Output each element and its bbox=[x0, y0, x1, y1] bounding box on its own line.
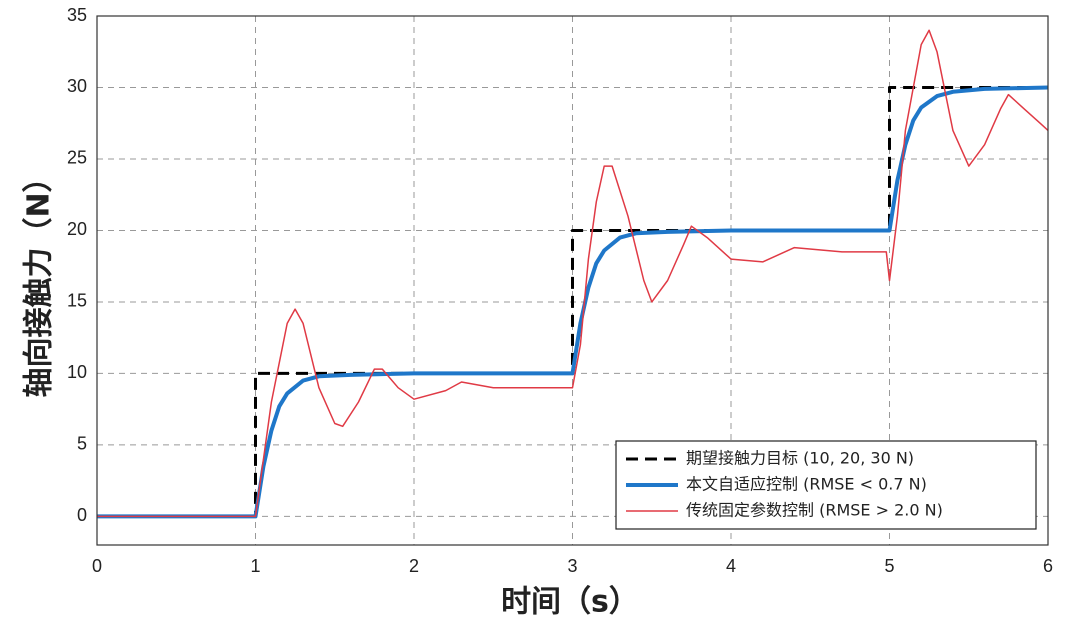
plot-frame bbox=[96, 15, 1049, 546]
y-tick-label: 10 bbox=[67, 362, 87, 382]
x-tick-label: 5 bbox=[884, 556, 894, 576]
series-line bbox=[97, 86, 1048, 518]
x-tick-label: 6 bbox=[1043, 556, 1053, 576]
legend-label: 传统固定参数控制 (RMSE > 2.0 N) bbox=[686, 501, 943, 520]
y-axis-label: 轴向接触力（N） bbox=[22, 162, 57, 397]
y-tick-label: 20 bbox=[67, 219, 87, 239]
series-line bbox=[97, 85, 1049, 519]
y-tick-label: 35 bbox=[67, 5, 87, 25]
x-axis-label: 时间（s） bbox=[501, 585, 639, 620]
x-tick-label: 4 bbox=[726, 556, 736, 576]
y-tick-label: 0 bbox=[77, 505, 87, 525]
x-tick-label: 0 bbox=[92, 556, 102, 576]
x-tick-label: 1 bbox=[250, 556, 260, 576]
y-tick-label: 5 bbox=[77, 434, 87, 454]
legend-label: 期望接触力目标 (10, 20, 30 N) bbox=[686, 449, 914, 468]
legend-box bbox=[615, 440, 1037, 530]
y-tick-label: 30 bbox=[67, 76, 87, 96]
x-tick-label: 2 bbox=[409, 556, 419, 576]
series-line bbox=[97, 29, 1049, 518]
y-tick-label: 25 bbox=[67, 148, 87, 168]
legend-label: 本文自适应控制 (RMSE < 0.7 N) bbox=[686, 475, 927, 494]
y-tick-label: 15 bbox=[67, 291, 87, 311]
x-tick-label: 3 bbox=[567, 556, 577, 576]
